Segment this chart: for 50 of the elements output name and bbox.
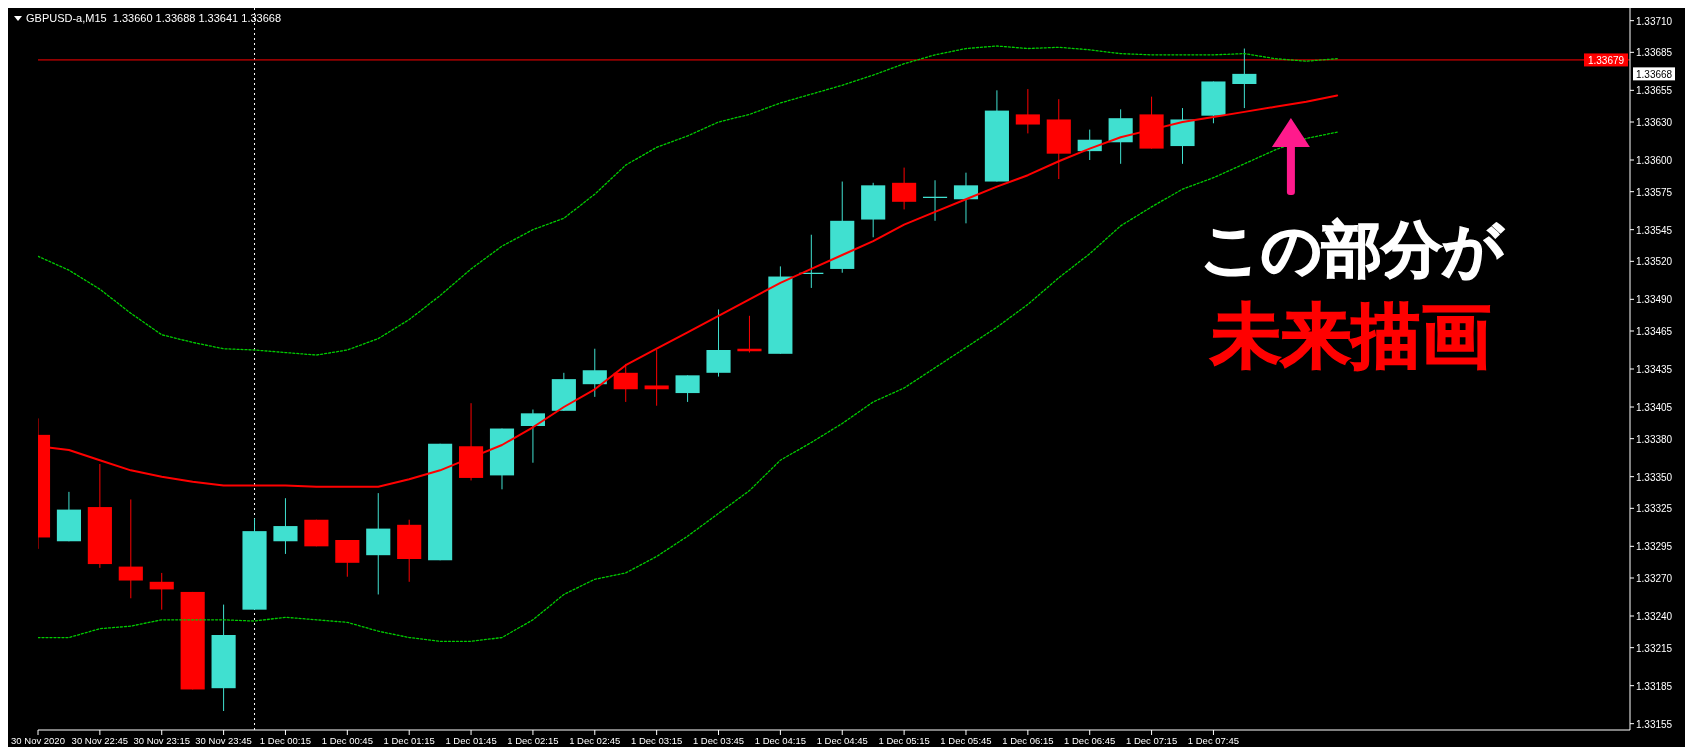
y-tick-label: 1.33655 bbox=[1636, 85, 1673, 97]
x-tick-label: 1 Dec 03:15 bbox=[631, 735, 683, 746]
candlestick bbox=[118, 498, 143, 599]
y-tick-label: 1.33465 bbox=[1636, 326, 1673, 337]
x-tick-label: 1 Dec 05:15 bbox=[878, 735, 930, 746]
text: 1.33668 bbox=[1636, 68, 1673, 80]
x-tick-label: 1 Dec 04:45 bbox=[816, 735, 868, 746]
annotation: 未来描画 bbox=[1210, 295, 1492, 377]
x-tick-label: 30 Nov 2020 bbox=[11, 735, 65, 746]
x-tick-label: 1 Dec 06:15 bbox=[1002, 735, 1054, 746]
y-tick-label: 1.33600 bbox=[1636, 155, 1673, 166]
y-tick-label: 1.33710 bbox=[1636, 15, 1673, 27]
y-tick-label: 1.33685 bbox=[1636, 47, 1673, 59]
y-tick-label: 1.33240 bbox=[1636, 611, 1673, 622]
x-tick-label: 1 Dec 07:15 bbox=[1125, 735, 1178, 746]
x-tick-label: 1 Dec 00:45 bbox=[321, 735, 373, 746]
x-tick-label: 30 Nov 23:15 bbox=[133, 735, 190, 746]
ref-line-label: 1.33679 bbox=[1587, 54, 1625, 66]
candlestick bbox=[644, 349, 669, 407]
x-tick-label: 1 Dec 07:45 bbox=[1187, 735, 1240, 746]
chart-title: GBPUSD-a,M15 1.33660 1.33688 1.33641 1.33668 bbox=[26, 12, 282, 24]
y-tick-label: 1.33215 bbox=[1636, 642, 1673, 654]
y-tick-label: 1.33405 bbox=[1636, 402, 1673, 413]
x-tick-label: 1 Dec 04:15 bbox=[754, 735, 806, 746]
y-tick-label: 1.33545 bbox=[1636, 224, 1673, 236]
x-tick-label: 1 Dec 02:15 bbox=[507, 735, 559, 746]
x-tick-label: 1 Dec 01:15 bbox=[383, 735, 435, 746]
x-tick-label: 30 Nov 22:45 bbox=[71, 735, 129, 746]
y-tick-label: 1.33295 bbox=[1636, 541, 1673, 553]
x-tick-label: 1 Dec 05:45 bbox=[940, 735, 992, 746]
x-tick-label: 1 Dec 02:45 bbox=[569, 735, 621, 746]
y-tick-label: 1.33270 bbox=[1636, 573, 1673, 584]
annotation: この部分が bbox=[1199, 214, 1505, 284]
y-tick-label: 1.33155 bbox=[1636, 718, 1673, 730]
x-tick-label: 1 Dec 00:15 bbox=[259, 735, 312, 746]
x-tick-label: 1 Dec 06:45 bbox=[1064, 735, 1116, 746]
y-tick-label: 1.33325 bbox=[1636, 503, 1673, 515]
y-tick-label: 1.33630 bbox=[1636, 117, 1673, 128]
y-tick-label: 1.33185 bbox=[1636, 680, 1673, 692]
x-tick-label: 1 Dec 03:45 bbox=[692, 735, 745, 746]
candlestick bbox=[1232, 48, 1257, 109]
y-tick-label: 1.33380 bbox=[1636, 433, 1673, 445]
y-tick-label: 1.33490 bbox=[1636, 294, 1673, 306]
candlestick bbox=[149, 572, 174, 611]
y-tick-label: 1.33435 bbox=[1636, 364, 1673, 375]
y-tick-label: 1.33575 bbox=[1636, 186, 1673, 198]
x-tick-label: 1 Dec 01:45 bbox=[445, 735, 497, 746]
y-tick-label: 1.33520 bbox=[1636, 256, 1673, 268]
x-tick-label: 30 Nov 23:45 bbox=[195, 735, 252, 746]
y-tick-label: 1.33350 bbox=[1636, 471, 1673, 483]
